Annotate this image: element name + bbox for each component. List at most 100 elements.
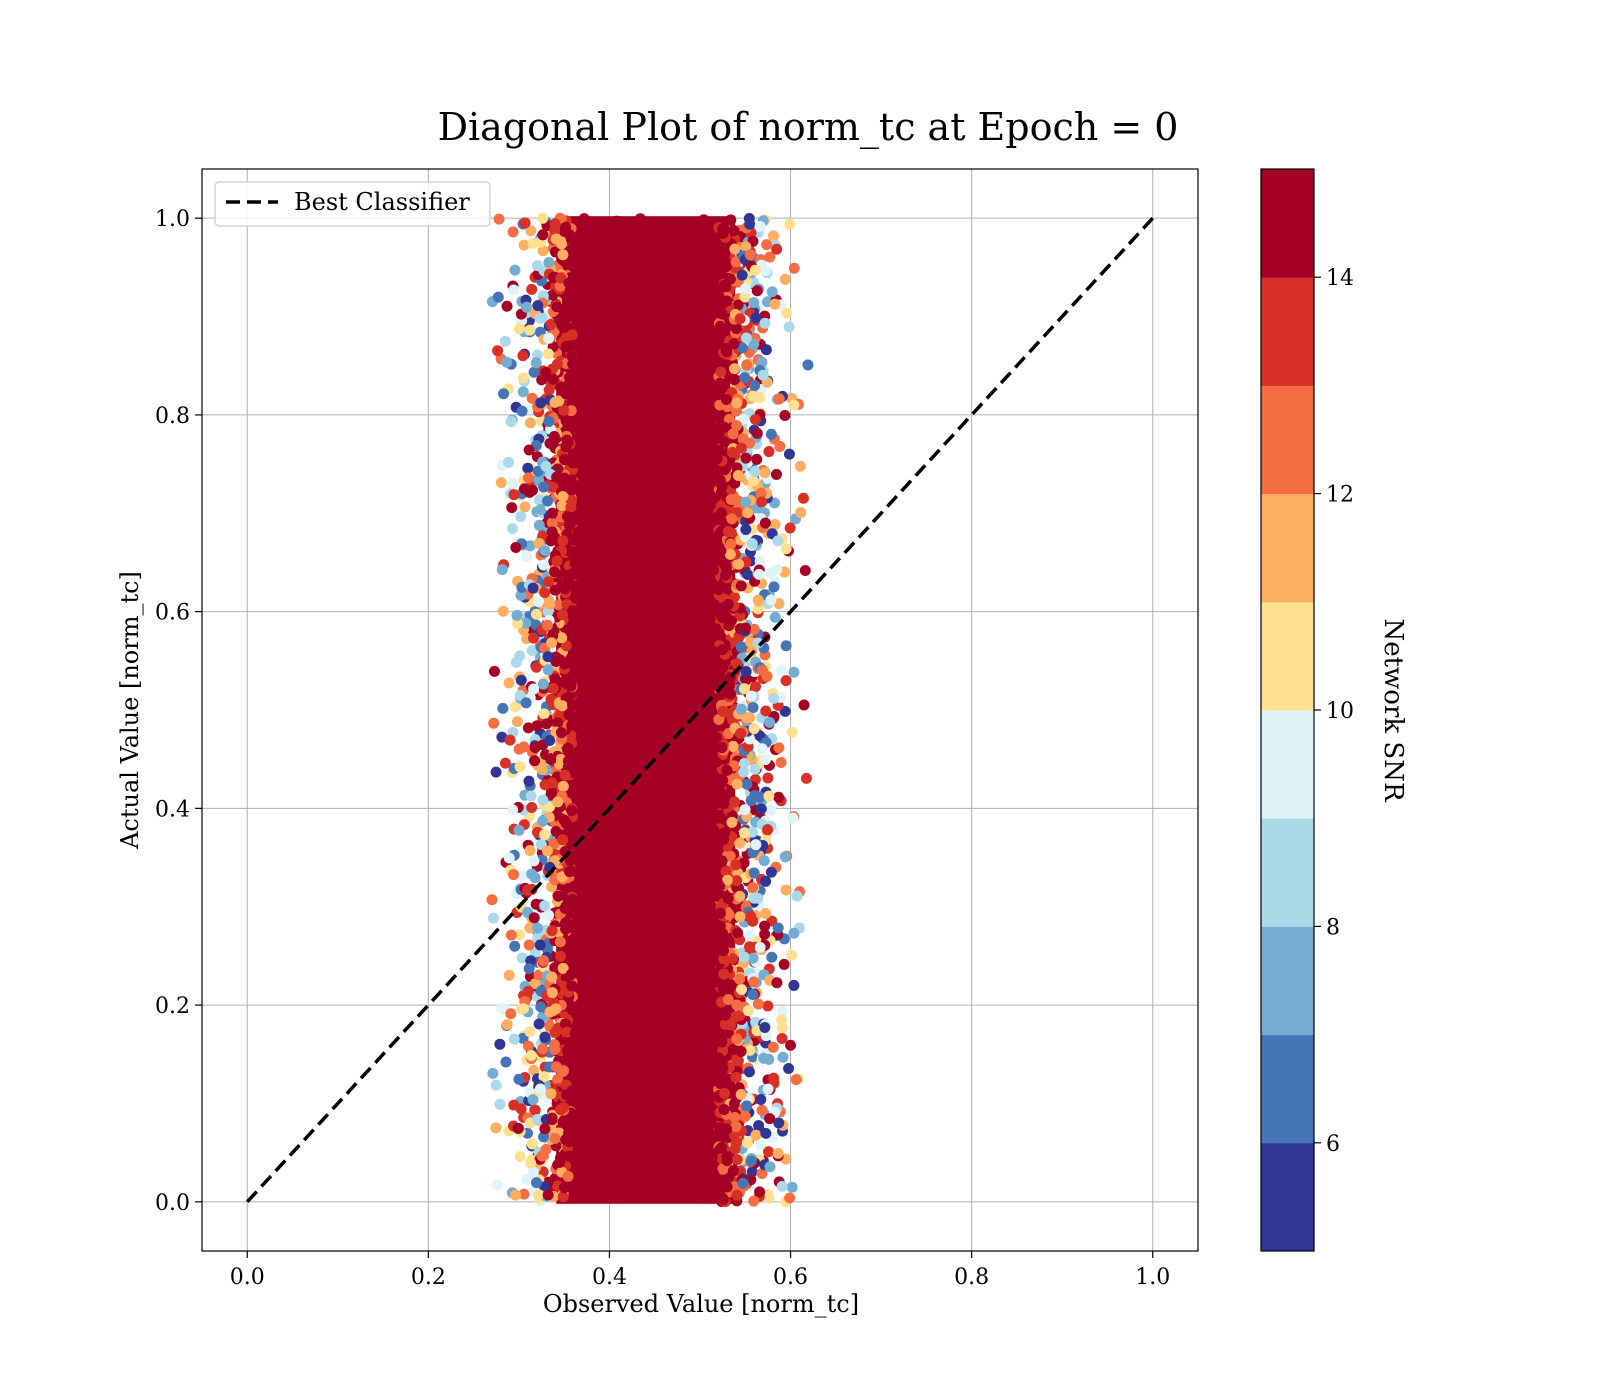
scatter-point: [673, 435, 685, 447]
scatter-point: [734, 313, 746, 325]
scatter-point: [788, 399, 800, 411]
scatter-point: [714, 880, 726, 892]
scatter-point: [783, 1062, 795, 1074]
scatter-point: [662, 803, 674, 815]
scatter-point: [543, 576, 555, 588]
scatter-point: [659, 1122, 671, 1134]
scatter-point: [580, 1162, 592, 1174]
scatter-point: [501, 300, 513, 312]
scatter-point: [570, 368, 582, 380]
scatter-point: [634, 1082, 646, 1094]
scatter-point: [676, 1134, 688, 1146]
scatter-point: [534, 939, 546, 951]
scatter-point: [715, 545, 727, 557]
scatter-point: [559, 658, 571, 670]
scatter-point: [505, 1008, 517, 1020]
scatter-point: [738, 683, 750, 695]
scatter-point: [739, 372, 751, 384]
scatter-point: [610, 462, 622, 474]
scatter-point: [740, 452, 752, 464]
scatter-point: [532, 465, 544, 477]
scatter-point: [788, 262, 800, 274]
scatter-point: [754, 791, 766, 803]
scatter-point: [556, 500, 568, 512]
scatter-point: [638, 982, 650, 994]
scatter-point: [733, 558, 745, 570]
scatter-point: [690, 606, 702, 618]
scatter-point: [669, 1149, 681, 1161]
scatter-point: [721, 874, 733, 886]
scatter-point: [524, 540, 536, 552]
scatter-point: [674, 820, 686, 832]
scatter-point: [696, 499, 708, 511]
scatter-point: [593, 940, 605, 952]
scatter-point: [543, 256, 555, 268]
scatter-point: [618, 323, 630, 335]
scatter-point: [716, 776, 728, 788]
scatter-point: [777, 1006, 789, 1018]
scatter-point: [777, 1051, 789, 1063]
scatter-point: [627, 436, 639, 448]
scatter-point: [762, 772, 774, 784]
scatter-point: [567, 393, 579, 405]
scatter-point: [557, 834, 569, 846]
scatter-point: [534, 312, 546, 324]
scatter-point: [781, 307, 793, 319]
scatter-point: [567, 457, 579, 469]
scatter-point: [557, 1191, 569, 1203]
scatter-point: [735, 641, 747, 653]
scatter-point: [550, 826, 562, 838]
scatter-point: [542, 495, 554, 507]
scatter-point: [735, 580, 747, 592]
scatter-point: [550, 584, 562, 596]
scatter-point: [537, 794, 549, 806]
scatter-point: [717, 227, 729, 239]
scatter-point: [542, 348, 554, 360]
scatter-point: [552, 717, 564, 729]
scatter-point: [539, 587, 551, 599]
scatter-point: [764, 251, 776, 263]
scatter-point: [586, 855, 598, 867]
scatter-point: [738, 951, 750, 963]
scatter-point: [537, 815, 549, 827]
scatter-point: [522, 884, 534, 896]
scatter-point: [517, 350, 529, 362]
scatter-point: [515, 511, 527, 523]
scatter-point: [669, 996, 681, 1008]
scatter-point: [564, 866, 576, 878]
scatter-point: [508, 489, 520, 501]
scatter-point: [649, 268, 661, 280]
scatter-point: [765, 594, 777, 606]
scatter-point: [618, 695, 630, 707]
scatter-point: [770, 468, 782, 480]
scatter-point: [636, 574, 648, 586]
scatter-point: [633, 476, 645, 488]
scatter-point: [759, 467, 771, 479]
scatter-point: [575, 1186, 587, 1198]
scatter-point: [522, 472, 534, 484]
scatter-point: [520, 617, 532, 629]
scatter-point: [560, 480, 572, 492]
scatter-point: [496, 564, 508, 576]
scatter-point: [735, 442, 747, 454]
scatter-point: [619, 1149, 631, 1161]
scatter-point: [727, 740, 739, 752]
scatter-point: [756, 743, 768, 755]
scatter-point: [576, 1144, 588, 1156]
scatter-point: [606, 1188, 618, 1200]
scatter-point: [632, 683, 644, 695]
scatter-point: [728, 338, 740, 350]
scatter-point: [550, 1003, 562, 1015]
scatter-point: [663, 388, 675, 400]
scatter-point: [545, 1088, 557, 1100]
scatter-point: [618, 934, 630, 946]
scatter-point: [653, 249, 665, 261]
scatter-point: [645, 813, 657, 825]
scatter-point: [565, 969, 577, 981]
scatter-point: [512, 1122, 524, 1134]
scatter-point: [762, 824, 774, 836]
scatter-point: [744, 712, 756, 724]
scatter-point: [748, 475, 760, 487]
scatter-point: [564, 1038, 576, 1050]
scatter-point: [715, 487, 727, 499]
